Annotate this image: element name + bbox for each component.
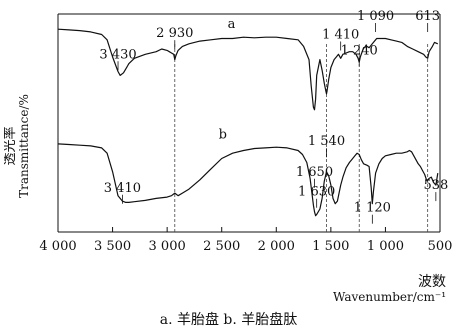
peak-label: 1 410 [322, 27, 359, 42]
x-tick-label: 3 000 [149, 239, 186, 254]
x-axis-label-cn: 波数 [418, 274, 446, 290]
peak-label: 2 930 [156, 26, 193, 41]
series-line-b [57, 143, 439, 217]
x-tick-label: 3 500 [94, 239, 131, 254]
peak-label: 1 090 [357, 9, 394, 24]
peak-label: 538 [423, 178, 448, 193]
peak-label: 3 410 [104, 181, 141, 196]
peak-label: 3 430 [99, 47, 136, 62]
x-axis: 4 000 3 500 3 000 2 500 2 000 1 500 1 000 500 [39, 227, 452, 254]
x-tick-label: 2 500 [203, 239, 240, 254]
peak-label: 1 240 [341, 43, 378, 58]
series-label: a [228, 17, 236, 32]
peak-label: 1 120 [354, 201, 391, 216]
plot-frame [57, 13, 441, 233]
x-tick-label: 4 000 [39, 239, 76, 254]
x-axis-label: Wavenumber/cm⁻¹ [333, 290, 446, 304]
x-tick-label: 1 500 [312, 239, 349, 254]
figure-caption: a. 羊胎盘 b. 羊胎盘肽 [159, 312, 298, 328]
peak-label: 1 630 [298, 185, 335, 200]
reference-lines [174, 44, 429, 232]
series-label: b [219, 128, 227, 143]
series-line-a [57, 28, 439, 111]
x-tick-label: 1 000 [367, 239, 404, 254]
peak-label: 1 540 [308, 134, 345, 149]
peak-label: 613 [415, 9, 440, 24]
x-tick-label: 2 000 [258, 239, 295, 254]
y-axis-label-group: 透光率 Transmittance/% [4, 94, 31, 198]
y-axis-label-cn: 透光率 [4, 126, 18, 165]
peak-label: 1 650 [296, 165, 333, 180]
series-layer [57, 28, 439, 217]
x-tick-label: 500 [428, 239, 453, 254]
y-axis-label: Transmittance/% [17, 94, 31, 198]
